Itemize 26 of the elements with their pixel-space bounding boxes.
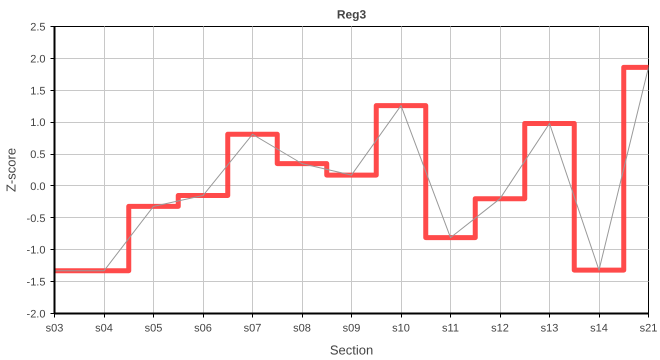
y-tick-label: -0.5 [26,212,46,225]
x-tick-label: s13 [540,322,558,334]
chart-title: Reg3 [336,8,366,22]
x-tick-label: s09 [342,322,360,334]
y-axis-title: Z-score [4,148,19,192]
y-tick-label: 2.5 [30,22,46,34]
y-tick-label: 2.0 [30,53,46,66]
x-tick-label: s21 [640,322,658,334]
x-tick-label: s04 [95,322,113,334]
y-tick-label: 0.5 [30,149,46,162]
y-tick-label: 1.0 [30,117,46,130]
y-tick-label: -1.5 [26,276,46,289]
x-axis-title: Section [330,342,374,358]
x-tick-label: s10 [392,322,410,334]
x-tick-label: s03 [46,322,64,334]
x-tick-label: s05 [144,322,162,334]
y-tick-label: 0.0 [30,180,46,193]
x-tick-label: s07 [244,322,262,334]
x-tick-label: s06 [194,322,212,334]
x-tick-label: s11 [442,322,459,334]
y-tick-label: -2.0 [26,308,46,320]
y-tick-label: 1.5 [30,85,46,98]
y-tick-label: -1.0 [26,244,46,257]
x-tick-label: s08 [293,322,311,334]
x-tick-label: s12 [491,322,509,334]
x-tick-label: s14 [590,322,608,334]
